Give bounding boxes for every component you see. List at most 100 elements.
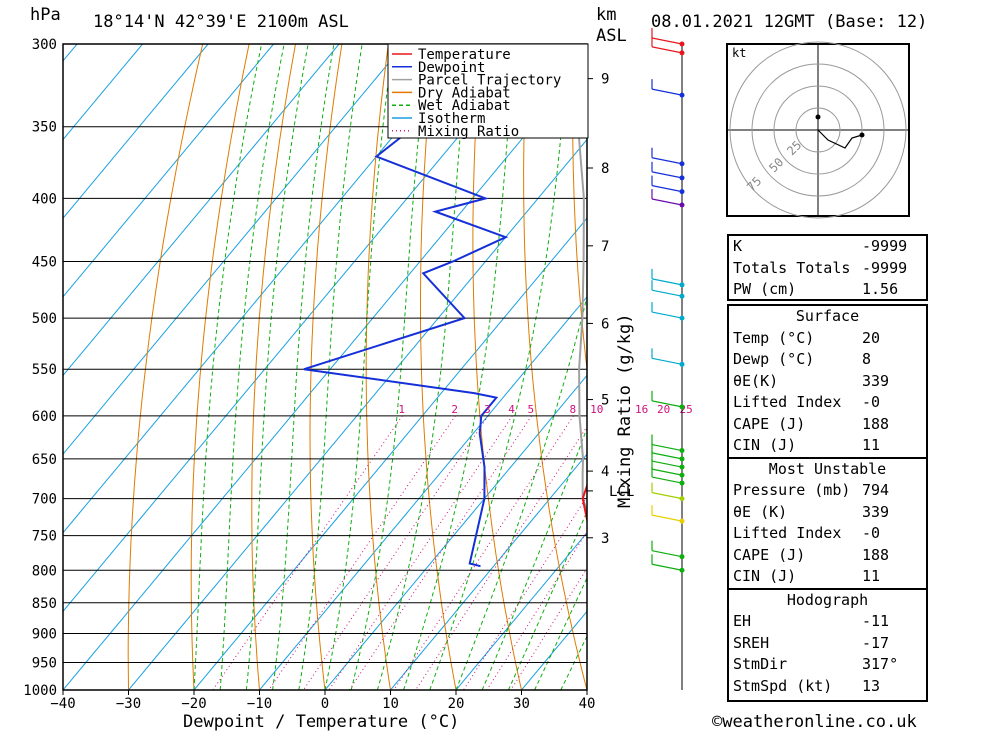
isotherm-line xyxy=(521,610,587,690)
legend-entry: Temperature xyxy=(418,47,511,63)
wind-barb xyxy=(651,563,683,571)
wind-barb xyxy=(651,46,683,54)
wind-barb xyxy=(651,400,683,408)
temperature-tick-label: 40 xyxy=(579,696,596,712)
wind-barb xyxy=(651,476,683,484)
isotherm-line xyxy=(455,531,587,690)
copyright-text: ©weatheronline.co.uk xyxy=(712,712,917,732)
surface-rows: Temp (°C) 20 Dewp (°C) 8 θE(K) 339 Lifted Inde… xyxy=(729,328,926,457)
surface-row: CAPE (J) 188 xyxy=(729,414,926,436)
axes: 1 2 3 4 5 8 10 16 20 2530035040045050055060065070… xyxy=(23,37,692,712)
mixing-ratio-label: 4 xyxy=(508,403,515,416)
wet-adiabat-line xyxy=(324,44,394,690)
mixing-ratio-line xyxy=(268,415,456,690)
row-label: Lifted Index xyxy=(733,524,842,542)
dry-adiabat-line xyxy=(365,44,391,690)
temperature-tick-label: 30 xyxy=(513,696,530,712)
stability-panel: Surface Temp (°C) 20 Dewp (°C) 8 θE(K) 339 Lif… xyxy=(727,304,928,702)
index-value: -9999 xyxy=(862,237,908,255)
wet-adiabat-line xyxy=(193,44,263,690)
wind-barb xyxy=(651,198,683,206)
pressure-tick-label: 550 xyxy=(32,362,57,378)
row-label: Temp (°C) xyxy=(733,328,815,347)
isotherm-line xyxy=(193,217,587,690)
asl-unit-label: ASL xyxy=(596,26,627,46)
hodograph-table-row: EH -11 xyxy=(729,611,926,633)
km-tick-label: 6 xyxy=(601,316,609,332)
wind-barb xyxy=(651,468,683,476)
row-label: EH xyxy=(733,612,752,630)
pressure-tick-label: 600 xyxy=(32,409,57,425)
indices-panel: K -9999 Totals Totals -9999 PW (cm) 1.56 xyxy=(727,234,928,301)
legend-entry: Dry Adiabat xyxy=(418,85,511,101)
wind-barb xyxy=(651,278,683,286)
pressure-tick-label: 1000 xyxy=(23,683,57,699)
wind-barb xyxy=(651,550,683,558)
wind-barb xyxy=(651,357,683,365)
hodograph-storm-motion xyxy=(815,114,821,120)
dry-adiabat-line xyxy=(472,44,522,690)
km-tick-label: 5 xyxy=(601,393,609,409)
dry-adiabat-line xyxy=(309,44,343,690)
legend-entry: Mixing Ratio xyxy=(418,124,519,140)
row-value: 339 xyxy=(862,502,890,521)
most-unstable-row: Lifted Index -0 xyxy=(729,523,926,545)
pressure-tick-label: 350 xyxy=(32,120,57,136)
hodograph-trace xyxy=(817,129,863,149)
row-label: CIN (J) xyxy=(733,567,797,585)
mixing-ratio-line xyxy=(328,415,513,690)
temperature-tick-label: −40 xyxy=(50,696,75,712)
isotherm-line xyxy=(63,44,405,455)
temperature-tick-label: −20 xyxy=(181,696,206,712)
run-title: 08.01.2021 12GMT (Base: 12) xyxy=(651,12,927,32)
dry-adiabat-line xyxy=(420,44,457,690)
index-row-pw: PW (cm) 1.56 xyxy=(729,279,926,301)
row-value: 188 xyxy=(862,545,890,564)
row-label: CAPE (J) xyxy=(733,545,806,564)
wind-barb xyxy=(651,171,683,179)
km-tick-label: 4 xyxy=(601,464,609,480)
dry-adiabat-line xyxy=(945,44,1000,690)
isotherm-line xyxy=(63,44,143,141)
legend-entry: Dewpoint xyxy=(418,60,485,76)
surface-row: Lifted Index -0 xyxy=(729,392,926,414)
hodograph-unit: kt xyxy=(732,46,746,60)
mixing-ratio-line xyxy=(212,415,403,690)
wind-barb xyxy=(651,185,683,193)
wind-barb xyxy=(651,289,683,297)
surface-row: Temp (°C) 20 xyxy=(729,328,926,350)
wet-adiabat-line xyxy=(534,576,587,690)
pressure-tick-label: 850 xyxy=(32,596,57,612)
pressure-tick-label: 950 xyxy=(32,655,57,671)
row-label: Lifted Index xyxy=(733,393,842,411)
row-value: 794 xyxy=(862,481,890,499)
row-value: -11 xyxy=(862,612,890,630)
surface-row: Dewp (°C) 8 xyxy=(729,349,926,371)
mixing-ratio-label: 10 xyxy=(590,403,603,416)
row-value: -0 xyxy=(862,524,881,542)
row-label: CIN (J) xyxy=(733,436,797,454)
row-value: 11 xyxy=(862,567,881,585)
wet-adiabat-line xyxy=(507,510,587,690)
most-unstable-title: Most Unstable xyxy=(768,459,887,478)
wet-adiabat-line xyxy=(272,44,335,690)
row-value: 13 xyxy=(862,676,881,695)
mixing-ratio-label: 20 xyxy=(657,403,670,416)
hodograph-table-row: StmSpd (kt) 13 xyxy=(729,676,926,698)
most-unstable-row: CAPE (J) 188 xyxy=(729,545,926,567)
temperature-tick-label: 0 xyxy=(321,696,329,712)
wet-adiabat-line xyxy=(481,426,587,690)
wet-adiabat-line xyxy=(455,294,587,690)
row-value: 339 xyxy=(862,371,890,390)
row-label: θE (K) xyxy=(733,502,788,521)
wind-barb xyxy=(651,443,683,452)
mixing-ratio-label: 1 xyxy=(398,403,405,416)
isotherm-line xyxy=(63,44,536,613)
mixing-ratio-axis-label: Mixing Ratio (g/kg) xyxy=(615,314,635,508)
pressure-tick-label: 450 xyxy=(32,255,57,271)
dry-adiabat-line xyxy=(572,44,587,373)
dry-adiabat-line xyxy=(523,44,587,690)
temperature-tick-label: −10 xyxy=(247,696,272,712)
